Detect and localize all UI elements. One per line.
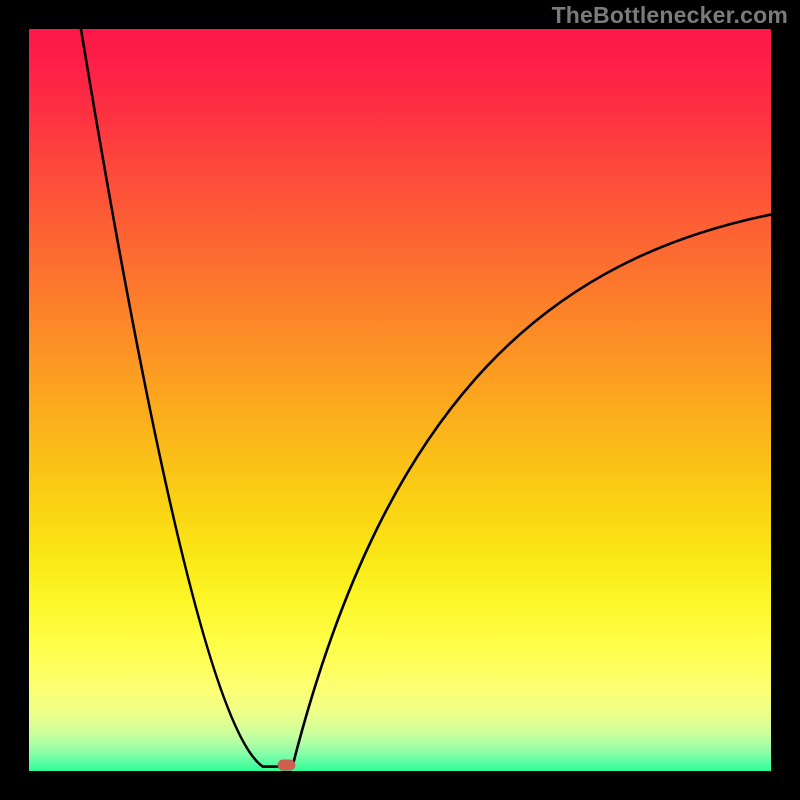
chart-frame: TheBottlenecker.com xyxy=(0,0,800,800)
watermark-text: TheBottlenecker.com xyxy=(552,2,788,29)
bottleneck-curve-chart xyxy=(0,0,800,800)
optimal-marker xyxy=(278,759,296,770)
gradient-background xyxy=(29,29,771,771)
